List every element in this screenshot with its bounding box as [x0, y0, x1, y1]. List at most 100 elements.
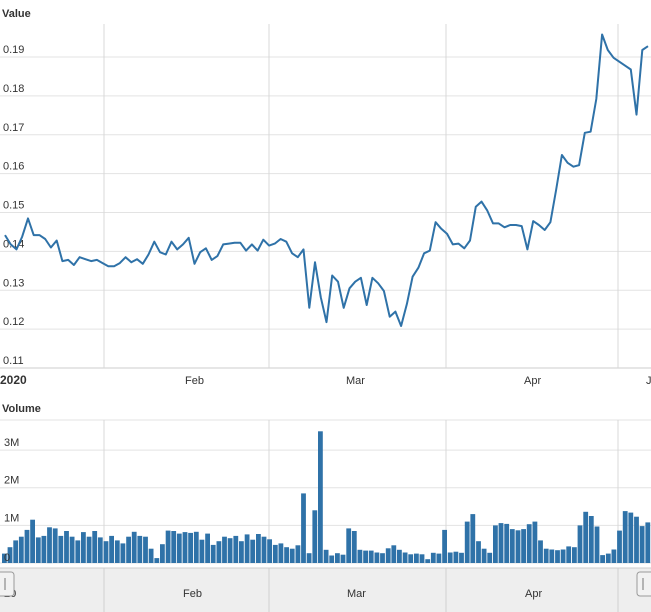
volume-bar: [306, 553, 312, 563]
price-x-tick: J: [646, 375, 651, 387]
volume-bar: [188, 532, 193, 563]
volume-bar: [244, 534, 250, 563]
volume-series: [2, 431, 651, 564]
volume-bar: [2, 553, 7, 563]
price-y-tick: 0.13: [3, 277, 24, 289]
volume-bar: [509, 529, 515, 563]
volume-panel: Volume 0 1M 2M 3M: [0, 403, 651, 564]
volume-bar: [560, 549, 566, 563]
price-panel: Value 0.110.120.130.140.150.160.170.180.…: [0, 8, 651, 387]
volume-bar: [363, 550, 368, 563]
price-y-tick: 0.17: [3, 122, 24, 134]
volume-bar: [148, 548, 154, 563]
volume-bar: [380, 553, 385, 563]
volume-bar: [498, 523, 504, 563]
volume-bar: [526, 524, 532, 563]
volume-bar: [374, 552, 380, 563]
volume-bar: [7, 547, 13, 563]
volume-bar: [566, 546, 572, 563]
volume-bar: [18, 536, 24, 563]
volume-bar: [628, 512, 634, 563]
price-line: [4, 33, 649, 327]
volume-bar: [131, 531, 137, 563]
volume-bar: [323, 549, 329, 563]
volume-bar: [13, 540, 19, 563]
volume-bar: [397, 549, 402, 563]
volume-bar: [30, 519, 35, 563]
volume-bar: [459, 552, 464, 563]
volume-bar: [476, 541, 481, 563]
volume-bar: [583, 511, 589, 563]
volume-bar: [594, 526, 600, 563]
volume-bar: [402, 552, 408, 563]
volume-bar: [634, 516, 639, 563]
volume-bar: [464, 521, 470, 563]
volume-bar: [126, 536, 131, 563]
volume-gridlines: [0, 419, 651, 564]
volume-bar: [295, 545, 301, 563]
volume-bar: [171, 531, 177, 563]
volume-bar: [481, 548, 487, 563]
volume-y-tick: 3M: [4, 437, 19, 449]
price-y-tick-labels: 0.110.120.130.140.150.160.170.180.19: [3, 44, 24, 367]
volume-bar: [453, 551, 459, 563]
volume-bar: [605, 553, 611, 563]
volume-bar: [572, 547, 577, 563]
price-series: [4, 33, 649, 327]
price-y-tick: 0.18: [3, 83, 24, 95]
volume-bar: [532, 521, 538, 563]
volume-bar: [227, 538, 233, 563]
price-vertical-gridlines: [103, 24, 619, 368]
volume-bar: [137, 535, 143, 563]
volume-bar: [284, 547, 289, 563]
volume-bar: [538, 540, 543, 563]
volume-bar: [165, 530, 171, 563]
volume-bar: [622, 511, 628, 563]
volume-bar: [75, 540, 81, 563]
volume-bar: [109, 535, 114, 563]
volume-bar: [329, 555, 335, 563]
navigator-left-handle[interactable]: [0, 571, 15, 597]
volume-bar: [64, 531, 69, 563]
volume-bar: [588, 516, 594, 563]
volume-bar: [335, 553, 340, 563]
volume-bar: [312, 510, 318, 563]
volume-bar: [346, 528, 352, 563]
volume-bar: [493, 525, 498, 563]
volume-bar: [47, 527, 52, 564]
volume-bar: [250, 539, 256, 563]
volume-bar: [160, 544, 165, 563]
volume-bar: [600, 555, 605, 563]
volume-bar: [193, 531, 199, 563]
volume-bar: [645, 522, 651, 563]
price-x-tick-labels: 2020 Feb Mar Apr J: [0, 373, 651, 387]
volume-bar: [120, 543, 126, 563]
volume-bar: [368, 550, 374, 563]
volume-bar: [81, 532, 86, 563]
volume-bar: [256, 534, 261, 563]
volume-bar: [521, 529, 526, 563]
volume-bar: [272, 544, 278, 563]
volume-bar: [97, 537, 103, 563]
volume-bar: [58, 535, 64, 563]
volume-bar: [515, 530, 521, 563]
volume-bar: [41, 535, 47, 563]
volume-bar: [143, 536, 148, 563]
volume-bar: [617, 530, 622, 563]
volume-bar: [222, 536, 227, 563]
navigator-right-handle[interactable]: [636, 571, 651, 597]
volume-bar: [391, 545, 397, 563]
volume-bar: [278, 543, 284, 563]
volume-bar: [611, 549, 617, 563]
volume-bar: [419, 554, 425, 563]
volume-bar: [52, 528, 58, 563]
volume-bar: [205, 533, 210, 563]
volume-bar: [24, 529, 30, 563]
volume-bar: [340, 554, 346, 563]
price-x-tick: Mar: [346, 375, 365, 387]
navigator-gridlines: [103, 568, 619, 612]
volume-bar: [233, 535, 239, 563]
volume-bar: [442, 529, 447, 563]
